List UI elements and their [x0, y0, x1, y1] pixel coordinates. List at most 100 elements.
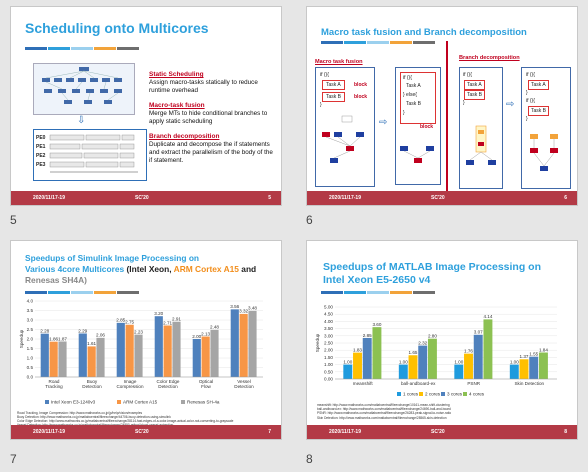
y-tick-label: 4.50 [324, 312, 333, 317]
y-tick-label: 3.0 [27, 318, 34, 323]
y-tick-label: 3.50 [324, 326, 333, 331]
y-tick-label: 3.00 [324, 333, 333, 338]
bar [49, 341, 58, 377]
y-tick-label: 0.0 [27, 375, 34, 380]
data-label: 1.00 [510, 359, 519, 364]
task-a-box: Task A [464, 80, 485, 90]
legend-swatch [397, 392, 401, 396]
data-label: 3.07 [474, 330, 483, 335]
x-tick-label: Detection [82, 384, 102, 389]
fused-block-box: if (){ Task A } else{ Task B } [400, 72, 436, 124]
task-graph-svg [42, 67, 122, 104]
pe-label: PE2 [36, 153, 46, 159]
code-close: } [320, 102, 322, 108]
reference-line: meanshift: http://www.mathworks.com/matl… [317, 403, 450, 407]
data-label: 1.76 [464, 348, 473, 353]
data-label: 2.23 [134, 329, 143, 334]
y-axis-label: Speedup [315, 333, 320, 352]
bar [210, 329, 219, 377]
y-tick-label: 4.00 [324, 319, 333, 324]
y-tick-label: 0.5 [27, 365, 34, 370]
slide-7-thumbnail[interactable]: Speedups of Simulink Image Processing on… [10, 240, 282, 440]
legend-label: ARM Cortex A15 [123, 400, 158, 405]
data-label: 3.60 [372, 322, 381, 327]
data-label: 1.37 [520, 354, 529, 359]
y-tick-label: 1.0 [27, 356, 34, 361]
x-tick-label: Buoy [87, 379, 98, 384]
bar [483, 319, 493, 379]
slide-8-thumbnail[interactable]: Speedups of MATLAB Image Processing on I… [306, 240, 578, 440]
bar [353, 352, 362, 379]
data-label: 2.00 [192, 334, 201, 339]
slide-number: 8 [306, 452, 313, 466]
data-label: 1.55 [529, 351, 538, 356]
data-label: 4.14 [483, 314, 492, 319]
bar [248, 310, 257, 377]
reference-line: Skin Detection: http://www.mathworks.com… [317, 415, 447, 420]
reference-line: ball-andboard-ex: http://www.mathworks.c… [317, 407, 451, 412]
bar [473, 334, 483, 379]
bar [163, 325, 172, 377]
code-if: if (){ [463, 72, 472, 78]
y-tick-label: 0.00 [324, 377, 333, 382]
bar [362, 337, 372, 379]
footer-date: 2020/11/17-19 [329, 429, 361, 435]
code-close: } [526, 116, 528, 122]
bar [372, 327, 382, 379]
bar [519, 359, 529, 379]
bar [58, 341, 67, 377]
x-tick-label: ball-andboard-ex [401, 381, 436, 386]
bar [116, 322, 125, 377]
data-label: 1.00 [454, 359, 463, 364]
bar [96, 337, 105, 377]
reference-line: Color Edge Detection: http://www.mathwor… [17, 419, 234, 423]
sched-text-fusion: Merge MTs to hide conditional branches t… [149, 110, 268, 125]
footer-page: 8 [564, 429, 567, 435]
title-part: Various 4core Multicores [25, 264, 125, 274]
slide-5-thumbnail[interactable]: Scheduling onto Multicores ⇩ PE0 PE1 PE2… [10, 6, 282, 206]
bar [529, 356, 539, 379]
x-tick-label: Image [124, 379, 137, 384]
bar [40, 333, 49, 377]
code-close: } [526, 90, 528, 96]
data-label: 2.85 [363, 333, 372, 338]
x-tick-label: Detection [158, 384, 178, 389]
bar [408, 355, 418, 379]
slide-number: 7 [10, 452, 17, 466]
y-tick-label: 1.50 [324, 355, 333, 360]
right-arrow-icon: ⇨ [379, 117, 388, 128]
legend-swatch [441, 392, 445, 396]
legend-swatch [45, 400, 49, 404]
data-label: 2.48 [210, 325, 219, 330]
sched-text-static: Assign macro-tasks statically to reduce … [149, 79, 258, 94]
y-tick-label: 4.0 [27, 299, 34, 304]
code-if: if (){ [526, 98, 535, 104]
y-tick-label: 3.5 [27, 308, 34, 313]
reference-line: Road Tracking, Image Compression: http:/… [17, 411, 143, 415]
block-label: block [420, 124, 434, 130]
slide-6-thumbnail[interactable]: Macro task fusion and Branch decompositi… [306, 6, 578, 206]
bar [427, 338, 437, 379]
decomposed-code-box: if (){ Task A } if (){ Task B } [521, 67, 571, 189]
y-tick-label: 2.00 [324, 348, 333, 353]
branch-graph-svg [466, 125, 496, 165]
footer-page: 5 [268, 195, 271, 201]
x-tick-label: Tracking [45, 384, 63, 389]
x-tick-label: Vessel [237, 379, 251, 384]
data-label: 3.20 [154, 311, 163, 316]
footer-date: 2020/11/17-19 [329, 195, 361, 201]
fusion-graph-svg [322, 115, 364, 163]
task-b-box: Task B [464, 90, 486, 100]
legend-label: 4 cores [469, 392, 485, 397]
bar [192, 339, 201, 377]
slide-title: Macro task fusion and Branch decompositi… [321, 27, 527, 38]
bar [172, 321, 181, 377]
footer-page: 7 [268, 429, 271, 435]
gantt-bars-svg [49, 134, 138, 173]
matlab-speedup-chart: 0.00 0.50 1.00 1.50 2.00 2.50 3.00 3.50 4.00 4.50… [315, 305, 557, 397]
fused-graph-svg [400, 146, 434, 163]
slide-title: Speedups of MATLAB Image Processing on I… [323, 261, 573, 287]
title-line-2: Various 4core Multicores (Intel Xeon, AR… [25, 264, 275, 275]
footer-date: 2020/11/17-19 [33, 195, 65, 201]
data-label: 2.85 [116, 318, 125, 323]
